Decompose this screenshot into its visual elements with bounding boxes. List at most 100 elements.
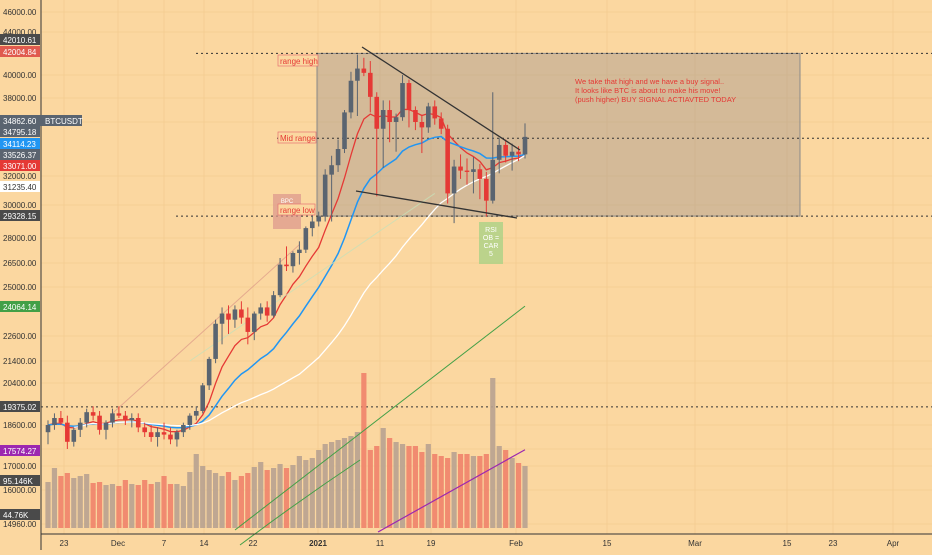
volume-bar xyxy=(167,484,174,528)
candle-body xyxy=(181,425,186,433)
candle-body xyxy=(90,412,96,416)
x-axis-tick-label: Feb xyxy=(509,539,523,548)
candle-body xyxy=(322,174,328,217)
candle-body xyxy=(84,412,89,423)
y-axis-tick-label: 44000.00 xyxy=(3,28,37,37)
candle-body xyxy=(342,112,347,149)
volume-bar xyxy=(283,468,290,528)
candle-body xyxy=(438,118,444,129)
price-label: 19375.02 xyxy=(3,403,37,412)
y-axis-tick-label: 14960.00 xyxy=(3,520,37,529)
candle-body xyxy=(335,149,341,166)
volume-bar xyxy=(193,454,199,528)
candle-body xyxy=(226,313,231,320)
volume-bar xyxy=(438,456,444,528)
volume-bar xyxy=(129,484,135,528)
volume-bar xyxy=(174,484,180,528)
ma-green-line xyxy=(234,305,526,531)
candle-body xyxy=(297,249,302,253)
y-axis-tick-label: 40000.00 xyxy=(3,71,37,80)
y-axis-tick-label: 16000.00 xyxy=(3,486,37,495)
y-axis-tick-label: 25000.00 xyxy=(3,283,37,292)
volume-bar xyxy=(135,485,141,528)
x-axis-tick-label: 2021 xyxy=(309,539,327,548)
volume-bar xyxy=(296,456,302,528)
candle-body xyxy=(477,169,483,179)
y-axis-tick-label: 46000.00 xyxy=(3,8,37,17)
rsi-box-text: OB = xyxy=(483,235,499,242)
volume-bar xyxy=(503,450,509,528)
candle-body xyxy=(516,151,521,155)
volume-bar xyxy=(96,482,103,528)
candle-body xyxy=(387,110,392,122)
price-label-box xyxy=(0,210,40,221)
x-axis-tick-label: 14 xyxy=(200,539,209,548)
x-axis-tick-label: 19 xyxy=(427,539,436,548)
volume-bar xyxy=(103,485,109,528)
candle-body xyxy=(52,418,57,425)
candle-body xyxy=(309,221,315,229)
y-axis-tick-label: 22600.00 xyxy=(3,332,37,341)
candle-body xyxy=(239,309,244,318)
candle-body xyxy=(65,422,70,442)
x-axis-tick-label: 23 xyxy=(60,539,69,548)
candle-body xyxy=(458,166,463,171)
candle-body xyxy=(509,151,515,156)
candle-body xyxy=(71,429,77,442)
volume-bar xyxy=(45,482,51,528)
volume-bar xyxy=(271,468,277,528)
candle-body xyxy=(380,110,386,129)
y-axis-tick-label: 30000.00 xyxy=(3,201,37,210)
price-label-box xyxy=(0,401,40,412)
candle-body xyxy=(290,253,296,267)
y-axis-tick-label: 17000.00 xyxy=(3,462,37,471)
candle-body xyxy=(135,418,141,428)
price-label-box xyxy=(0,445,40,456)
volume-bar xyxy=(142,480,148,528)
trendline-faint xyxy=(189,192,436,362)
candle-body xyxy=(45,425,51,433)
x-axis-tick-label: 11 xyxy=(376,539,385,548)
candle-body xyxy=(277,264,283,296)
trendline-faint xyxy=(112,244,300,414)
price-label: 24064.14 xyxy=(3,303,37,312)
volume-bar xyxy=(341,438,348,528)
candle-body xyxy=(503,144,508,156)
candle-body xyxy=(258,307,264,314)
candle-body xyxy=(348,80,354,113)
volume-bar xyxy=(238,476,244,528)
candle-body xyxy=(400,83,405,118)
x-axis-tick-label: 15 xyxy=(783,539,792,548)
x-axis-tick-label: 23 xyxy=(829,539,838,548)
candle-body xyxy=(329,165,334,175)
volume-bar xyxy=(148,484,154,528)
volume-bar xyxy=(51,468,58,528)
range-low-label-box xyxy=(277,203,316,216)
mid-range-label-box xyxy=(277,131,317,144)
candle-body xyxy=(200,385,206,411)
rsi-box xyxy=(479,222,503,264)
range-high-label: range high xyxy=(280,57,318,66)
volume-bar xyxy=(84,474,90,528)
note-text: It looks like BTC is about to make his m… xyxy=(575,86,720,95)
volume-bar xyxy=(432,454,438,528)
volume-bar xyxy=(206,470,212,528)
volume-bar xyxy=(522,466,528,528)
volume-bar xyxy=(161,476,167,528)
candle-body xyxy=(155,432,160,437)
candle-body xyxy=(206,358,212,386)
volume-bar xyxy=(412,446,419,528)
range-high-label-box xyxy=(277,54,319,67)
mid-range-label: Mid range xyxy=(280,134,316,143)
volume-bar xyxy=(374,446,380,528)
price-label-box xyxy=(0,160,40,171)
candle-body xyxy=(464,170,470,172)
candle-body xyxy=(367,72,373,97)
price-label-box xyxy=(0,509,40,520)
candle-body xyxy=(123,415,128,421)
volume-bar xyxy=(212,473,219,528)
y-axis-tick-label: 18600.00 xyxy=(3,421,37,430)
volume-bar xyxy=(425,444,431,528)
